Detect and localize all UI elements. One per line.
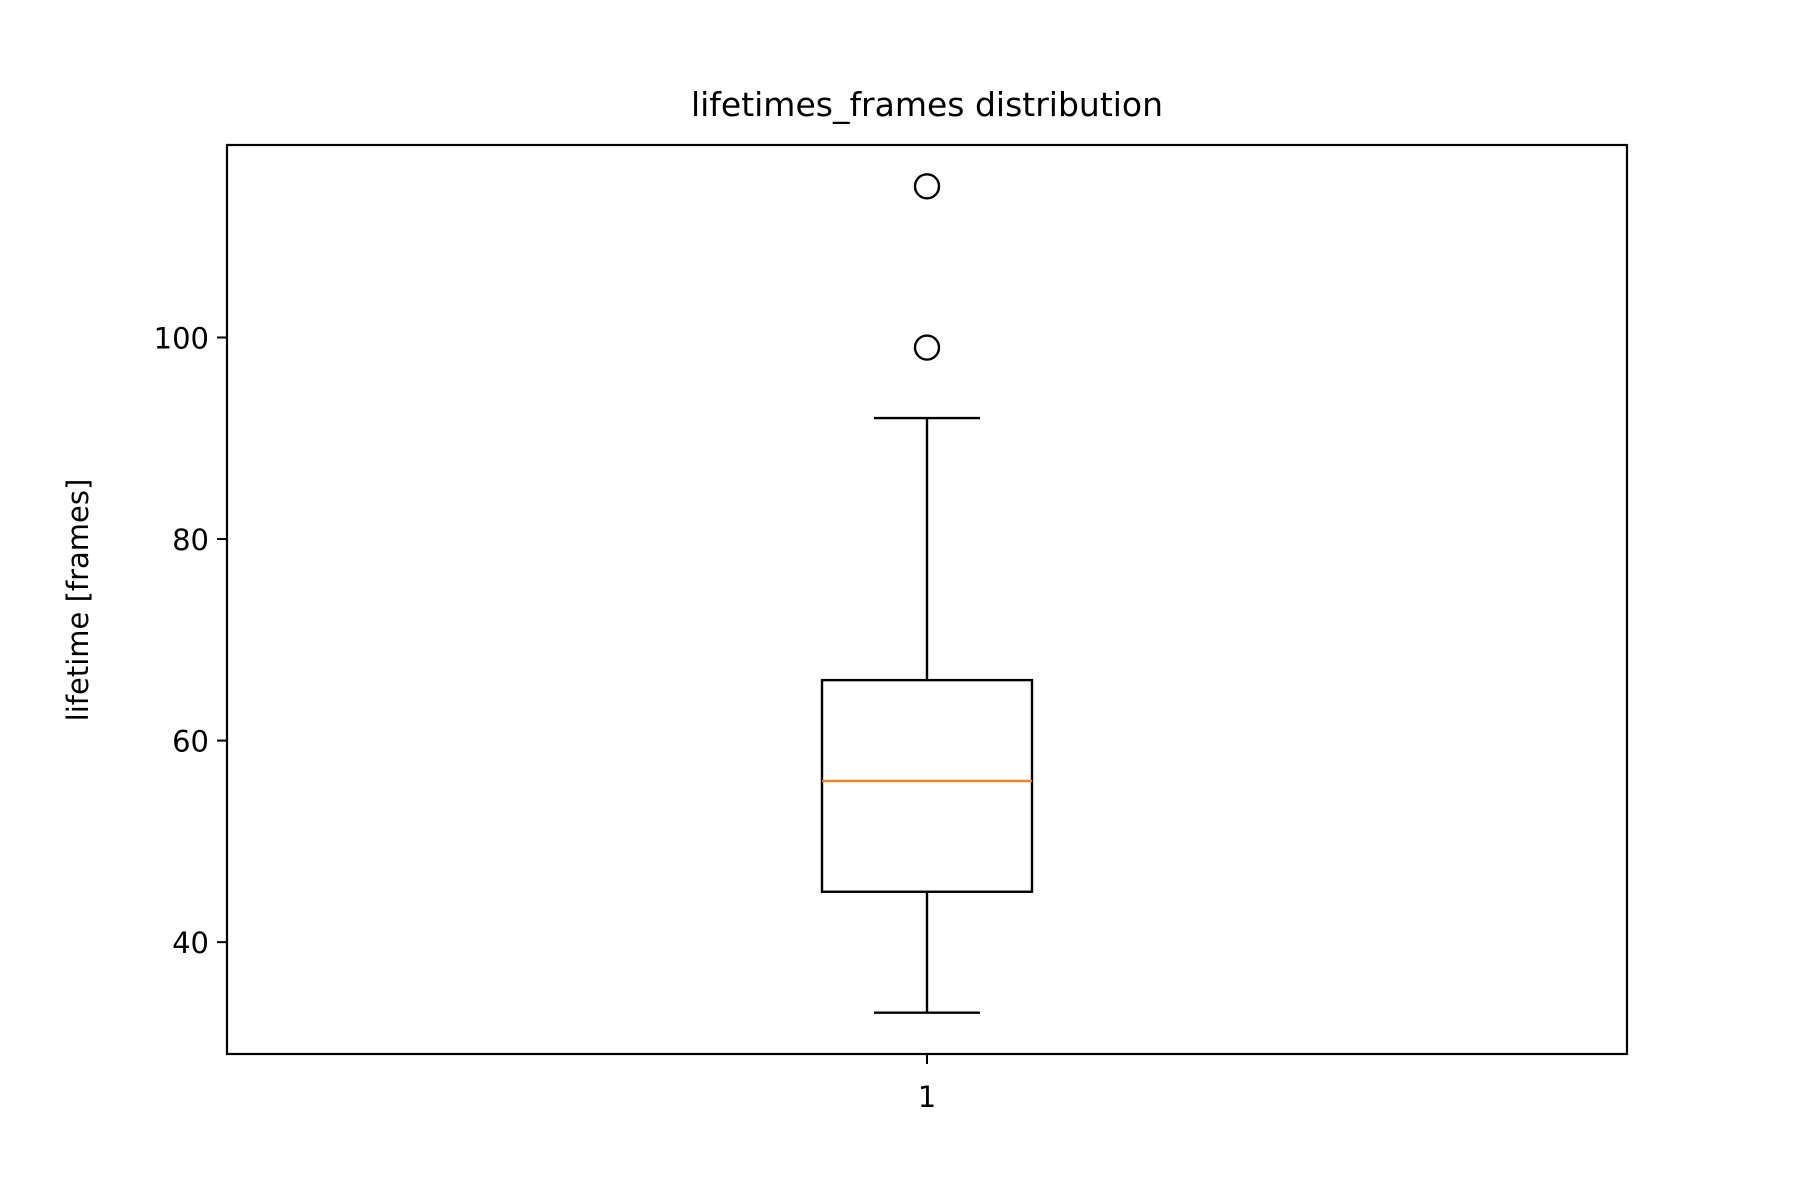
box-series [820, 173, 1034, 1014]
y-tick-label: 40 [172, 926, 209, 960]
y-tick-label: 60 [172, 725, 209, 759]
y-tick-label: 100 [154, 321, 209, 355]
y-tick-label: 80 [172, 523, 209, 557]
y-axis-label: lifetime [frames] [61, 479, 95, 722]
interquartile-box [820, 678, 1034, 893]
chart-title: lifetimes_frames distribution [691, 85, 1163, 124]
y-axis-ticks: 40 60 80 100 [154, 321, 227, 960]
box-group [820, 173, 1034, 1014]
outlier-point [913, 173, 941, 200]
plot-area-frame [225, 143, 1629, 1056]
outlier-point [913, 334, 941, 361]
x-tick-label: 1 [918, 1080, 936, 1114]
x-axis-ticks: 1 [918, 1054, 936, 1114]
